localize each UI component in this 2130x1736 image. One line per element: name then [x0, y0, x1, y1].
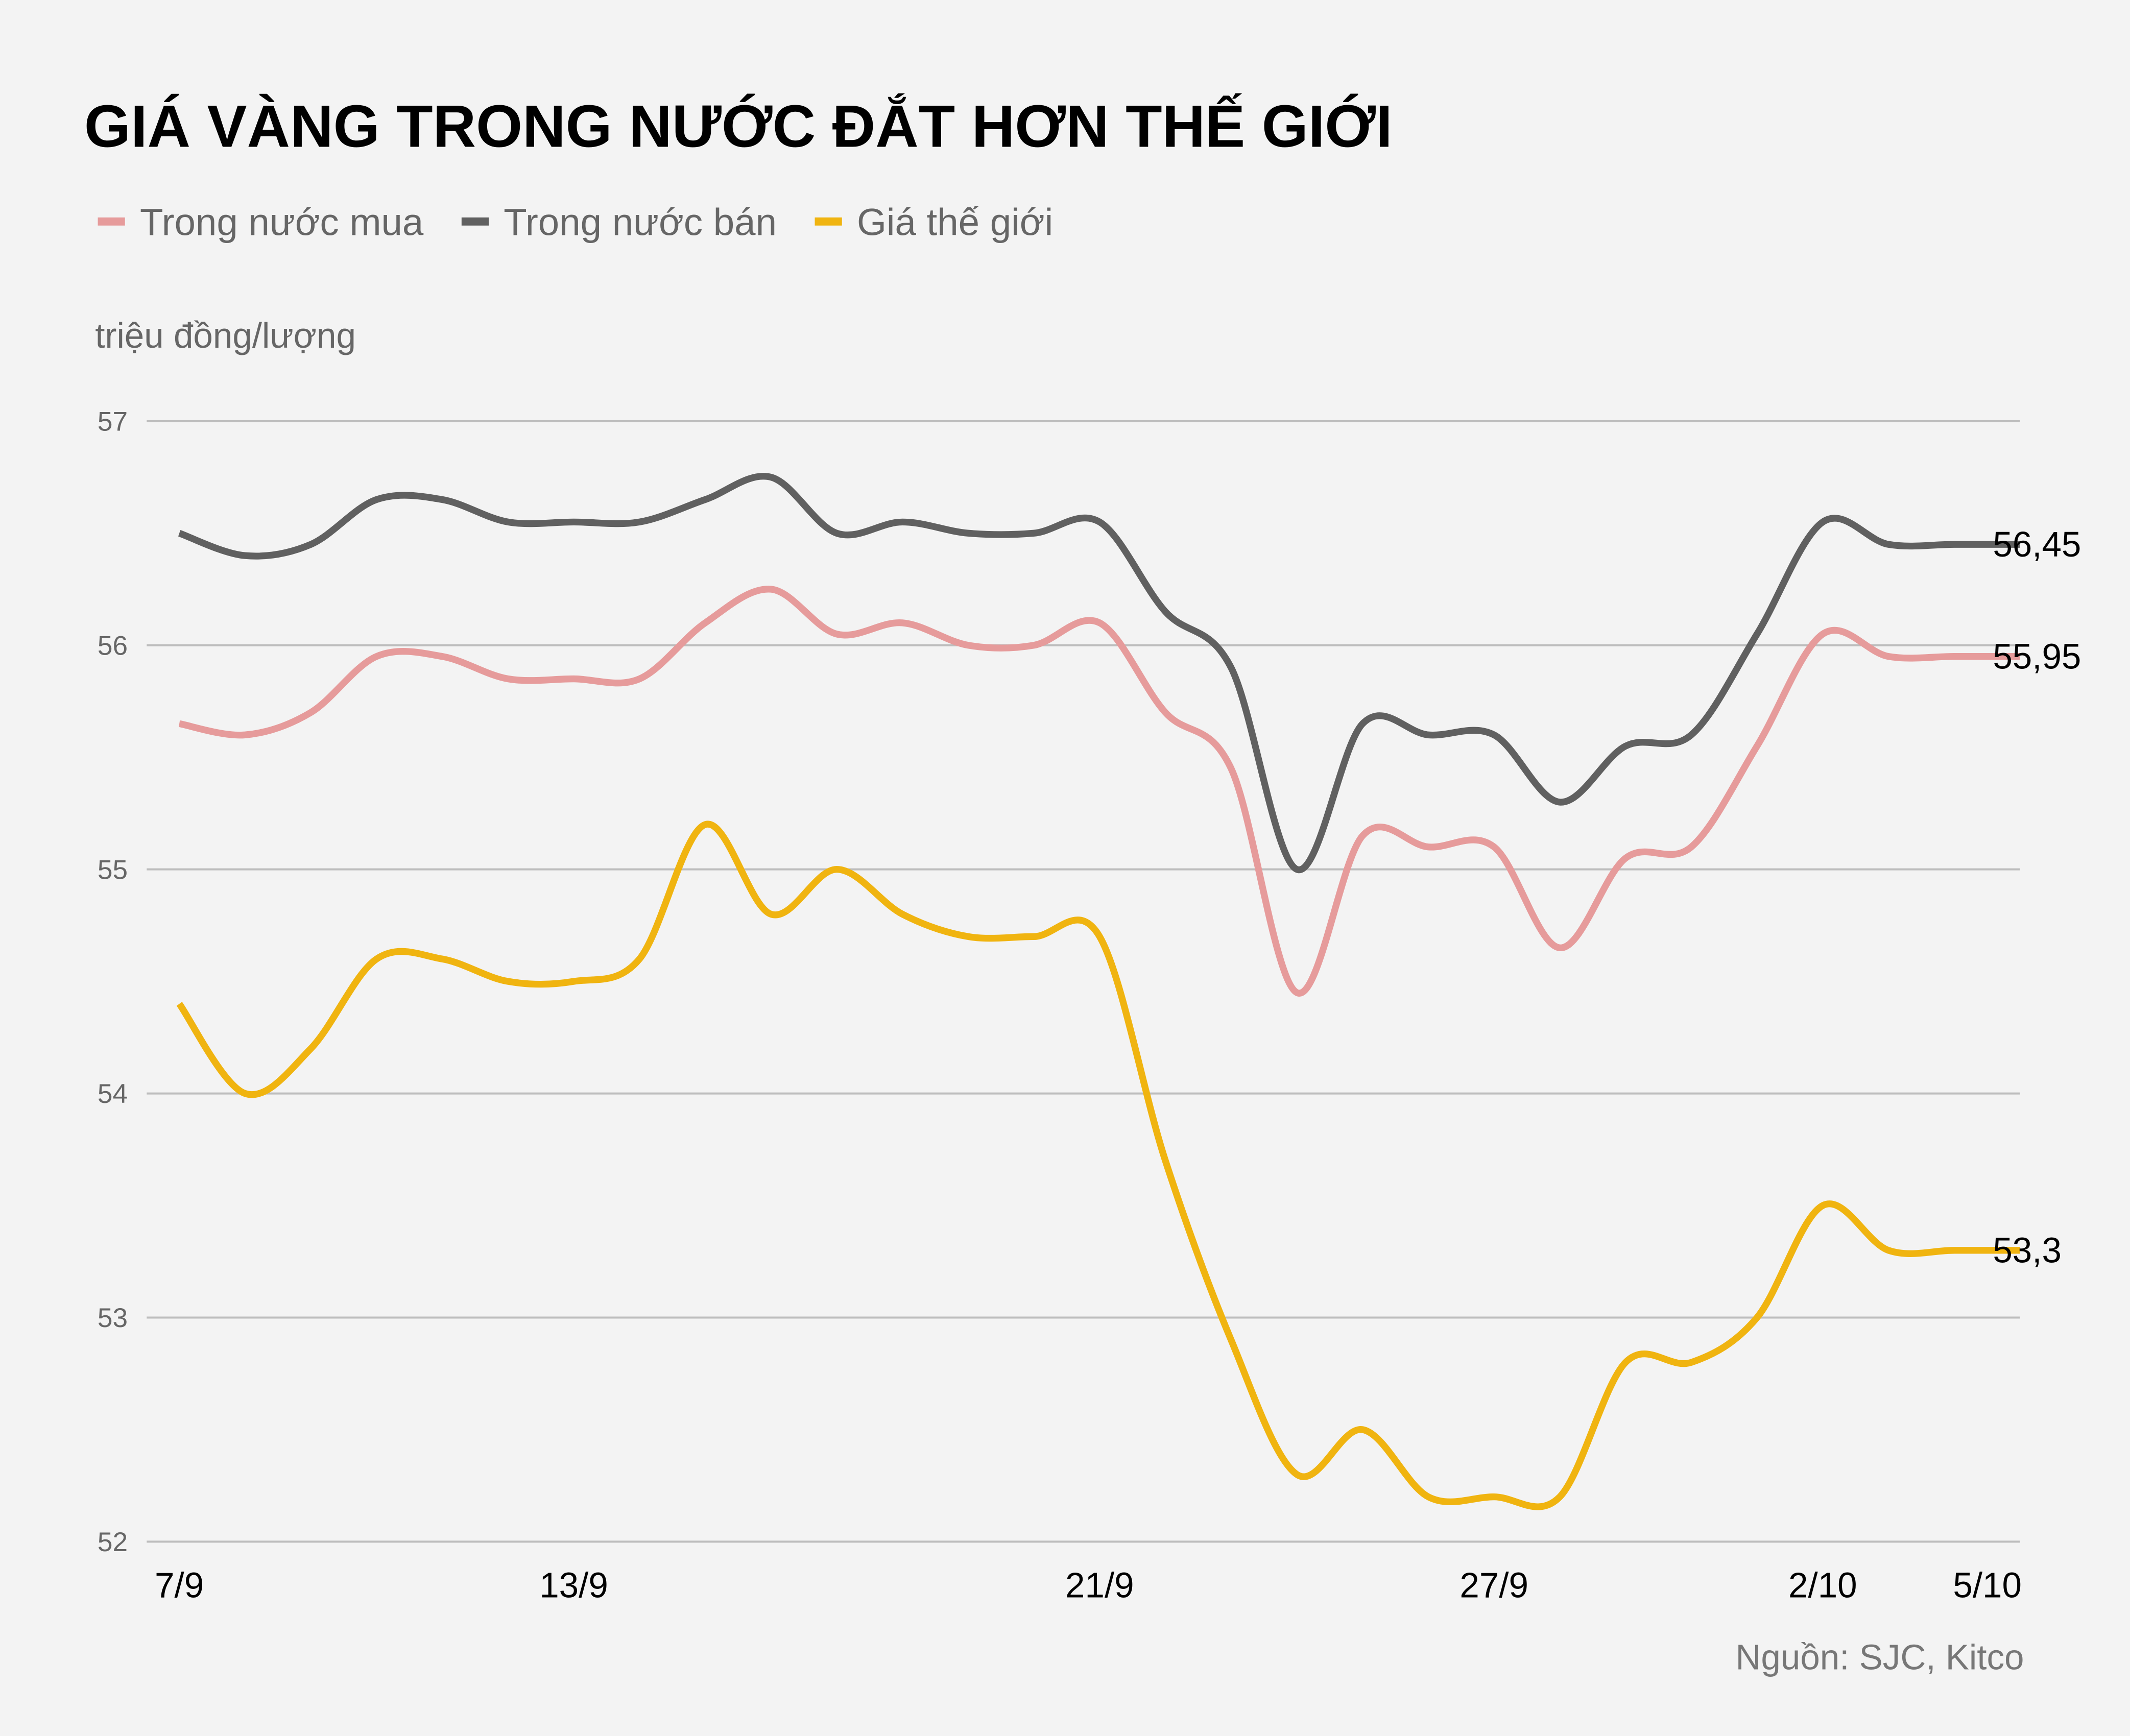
chart-title: GIÁ VÀNG TRONG NƯỚC ĐẮT HƠN THẾ GIỚI	[84, 92, 1393, 159]
value-label: 53,3	[1993, 1231, 2062, 1270]
y-axis-label: triệu đồng/lượng	[95, 316, 356, 355]
y-tick-label: 53	[98, 1303, 128, 1333]
x-tick-label: 5/10	[1953, 1565, 2022, 1605]
value-label: 55,95	[1993, 637, 2081, 677]
series-line	[178, 586, 2020, 997]
x-tick-label: 7/9	[155, 1565, 204, 1605]
source: Nguồn: SJC, Kitco	[1735, 1637, 2024, 1677]
value-label: 56,45	[1993, 524, 2081, 564]
legend-label: Trong nước mua	[140, 201, 424, 243]
y-tick-label: 54	[98, 1079, 128, 1109]
x-tick-label: 27/9	[1459, 1565, 1528, 1605]
series-line	[178, 473, 2020, 873]
y-tick-label: 55	[98, 855, 128, 885]
y-tick-label: 52	[98, 1527, 128, 1557]
y-tick-label: 56	[98, 631, 128, 661]
x-tick-label: 13/9	[539, 1565, 608, 1605]
legend-label: Giá thế giới	[857, 201, 1053, 243]
legend-label: Trong nước bán	[504, 201, 777, 243]
x-tick-label: 2/10	[1788, 1565, 1857, 1605]
x-tick-label: 21/9	[1065, 1565, 1134, 1605]
y-tick-label: 57	[98, 406, 128, 437]
series-line	[176, 821, 2020, 1510]
